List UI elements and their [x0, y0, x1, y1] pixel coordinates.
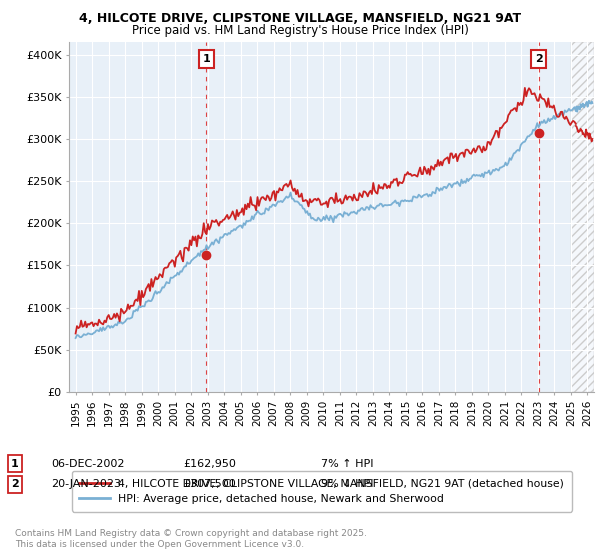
Text: £307,500: £307,500: [183, 479, 236, 489]
Bar: [571, 42, 594, 392]
Text: 1: 1: [202, 54, 210, 64]
Text: Price paid vs. HM Land Registry's House Price Index (HPI): Price paid vs. HM Land Registry's House …: [131, 24, 469, 36]
Text: 9% ↓ HPI: 9% ↓ HPI: [321, 479, 373, 489]
Text: 4, HILCOTE DRIVE, CLIPSTONE VILLAGE, MANSFIELD, NG21 9AT: 4, HILCOTE DRIVE, CLIPSTONE VILLAGE, MAN…: [79, 12, 521, 25]
Text: Contains HM Land Registry data © Crown copyright and database right 2025.
This d: Contains HM Land Registry data © Crown c…: [15, 529, 367, 549]
Text: £162,950: £162,950: [183, 459, 236, 469]
Text: 1: 1: [11, 459, 19, 469]
Text: 2: 2: [535, 54, 542, 64]
Text: 2: 2: [11, 479, 19, 489]
Text: 7% ↑ HPI: 7% ↑ HPI: [321, 459, 373, 469]
Bar: [571, 42, 594, 392]
Text: 20-JAN-2023: 20-JAN-2023: [51, 479, 121, 489]
Legend: 4, HILCOTE DRIVE, CLIPSTONE VILLAGE, MANSFIELD, NG21 9AT (detached house), HPI: : 4, HILCOTE DRIVE, CLIPSTONE VILLAGE, MAN…: [72, 471, 572, 511]
Text: 06-DEC-2002: 06-DEC-2002: [51, 459, 125, 469]
